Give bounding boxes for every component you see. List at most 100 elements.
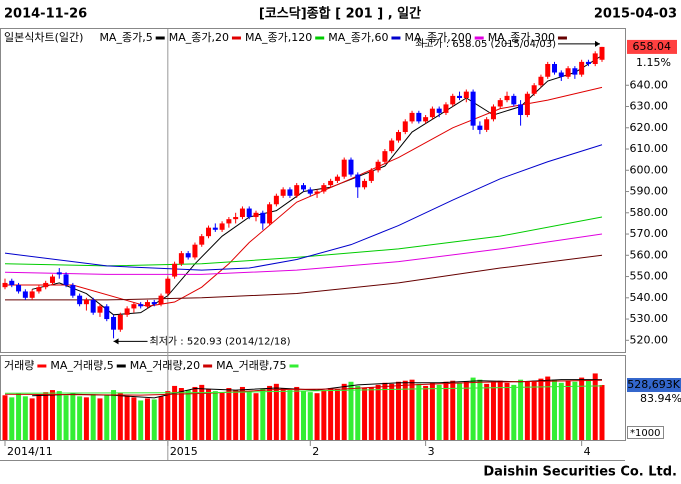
volume-bar <box>199 384 205 440</box>
candle-body <box>301 185 306 190</box>
candle-body <box>518 104 524 116</box>
arrow-head <box>113 338 119 345</box>
candle-body <box>219 223 225 230</box>
candle-body <box>172 263 178 277</box>
volume-bar <box>389 383 395 440</box>
volume-bar <box>90 394 96 440</box>
legend-marker <box>391 36 401 40</box>
legend-label: MA_거래량,5 <box>50 359 113 372</box>
candle-body <box>124 308 130 315</box>
volume-unit: *1000 <box>630 428 660 439</box>
y-tick-label: 540.00 <box>630 291 669 304</box>
candle-body <box>226 219 232 224</box>
candle-body <box>416 112 422 122</box>
chart-header: [코스닥]종합 [ 201 ] , 일간 <box>259 6 421 22</box>
legend-label: MA_종가,60 <box>328 31 388 44</box>
x-tick-label: 3 <box>428 445 435 458</box>
candle-body <box>253 212 259 218</box>
volume-bar <box>511 384 517 440</box>
candle-body <box>504 95 510 101</box>
price-box <box>627 39 677 54</box>
volume-bar <box>490 381 496 440</box>
volume-bar <box>321 390 327 440</box>
volume-bar <box>165 391 171 440</box>
legend-label: MA_종가,120 <box>245 31 312 44</box>
candle-body <box>409 112 415 122</box>
candle-body <box>260 212 266 224</box>
candle-body <box>97 306 103 313</box>
volume-bar <box>450 380 456 440</box>
candle-body <box>70 285 76 296</box>
volume-bar <box>402 380 408 440</box>
volume-bar <box>382 382 388 440</box>
y-tick-label: 630.00 <box>630 100 669 113</box>
volume-bar <box>395 381 401 440</box>
legend-marker <box>289 364 299 368</box>
candle-body <box>117 314 123 330</box>
volume-bar <box>9 397 15 440</box>
legend-label: MA_종가,300 <box>488 31 555 44</box>
candle-body <box>552 64 558 73</box>
candle-body <box>328 180 334 186</box>
candle-body <box>334 176 340 181</box>
candle-body <box>490 106 496 120</box>
volume-bar <box>246 391 252 440</box>
volume-bar <box>579 377 585 440</box>
y-tick-label: 560.00 <box>630 248 669 261</box>
y-tick-label: 620.00 <box>630 121 669 134</box>
y-tick-label: 580.00 <box>630 206 669 219</box>
moving-average <box>4 216 603 267</box>
candle-body <box>233 217 239 220</box>
price-panel <box>0 28 626 353</box>
y-tick-label: 600.00 <box>630 163 669 176</box>
legend-title: 일본식차트(일간) <box>4 30 83 44</box>
volume-bar <box>287 390 293 440</box>
candle-body <box>585 61 591 65</box>
candle-body <box>484 119 490 130</box>
volume-bar <box>457 382 463 440</box>
candle-body <box>287 189 293 196</box>
candle-body <box>138 304 144 307</box>
legend-label: MA_종가,20 <box>169 31 229 44</box>
candle-body <box>158 295 164 305</box>
moving-average <box>5 254 603 301</box>
volume-bar <box>144 398 150 440</box>
volume-bar <box>77 396 83 440</box>
candle-body <box>355 174 361 188</box>
candle-body <box>144 302 150 307</box>
volume-bar <box>334 389 340 440</box>
volume-bar <box>36 394 42 440</box>
volume-bar <box>558 382 564 440</box>
candle-body <box>545 64 551 77</box>
volume-bar <box>524 381 530 440</box>
volume-bar <box>233 390 239 440</box>
x-tick-label: 2014/11 <box>7 445 53 458</box>
candle-body <box>199 236 205 245</box>
candle-body <box>83 299 89 305</box>
candle-body <box>592 53 598 65</box>
volume-bar <box>552 379 558 440</box>
current-volume: 528,693K <box>627 378 680 391</box>
volume-bar <box>463 381 469 440</box>
volume-bar <box>429 382 435 440</box>
candle-body <box>463 91 469 99</box>
candle-body <box>368 170 374 181</box>
low-annotation: 최저가 : 520.93 (2014/12/18) <box>150 335 291 347</box>
price-change: 1.15% <box>636 56 671 69</box>
volume-bar <box>585 379 591 440</box>
candle-body <box>2 282 8 288</box>
legend-marker <box>116 364 126 368</box>
current-price: 658.04 <box>633 40 672 53</box>
candle-body <box>56 272 62 275</box>
y-tick-label: 570.00 <box>630 227 669 240</box>
candle-body <box>565 68 571 77</box>
candle-body <box>457 95 463 99</box>
candle-body <box>192 244 198 258</box>
volume-bar <box>131 397 137 440</box>
volume-bar <box>226 388 232 440</box>
legend-marker <box>231 36 241 40</box>
volume-bar <box>138 400 144 440</box>
candle-body <box>131 304 137 309</box>
candle-body <box>450 95 456 105</box>
volume-bar <box>2 395 8 440</box>
